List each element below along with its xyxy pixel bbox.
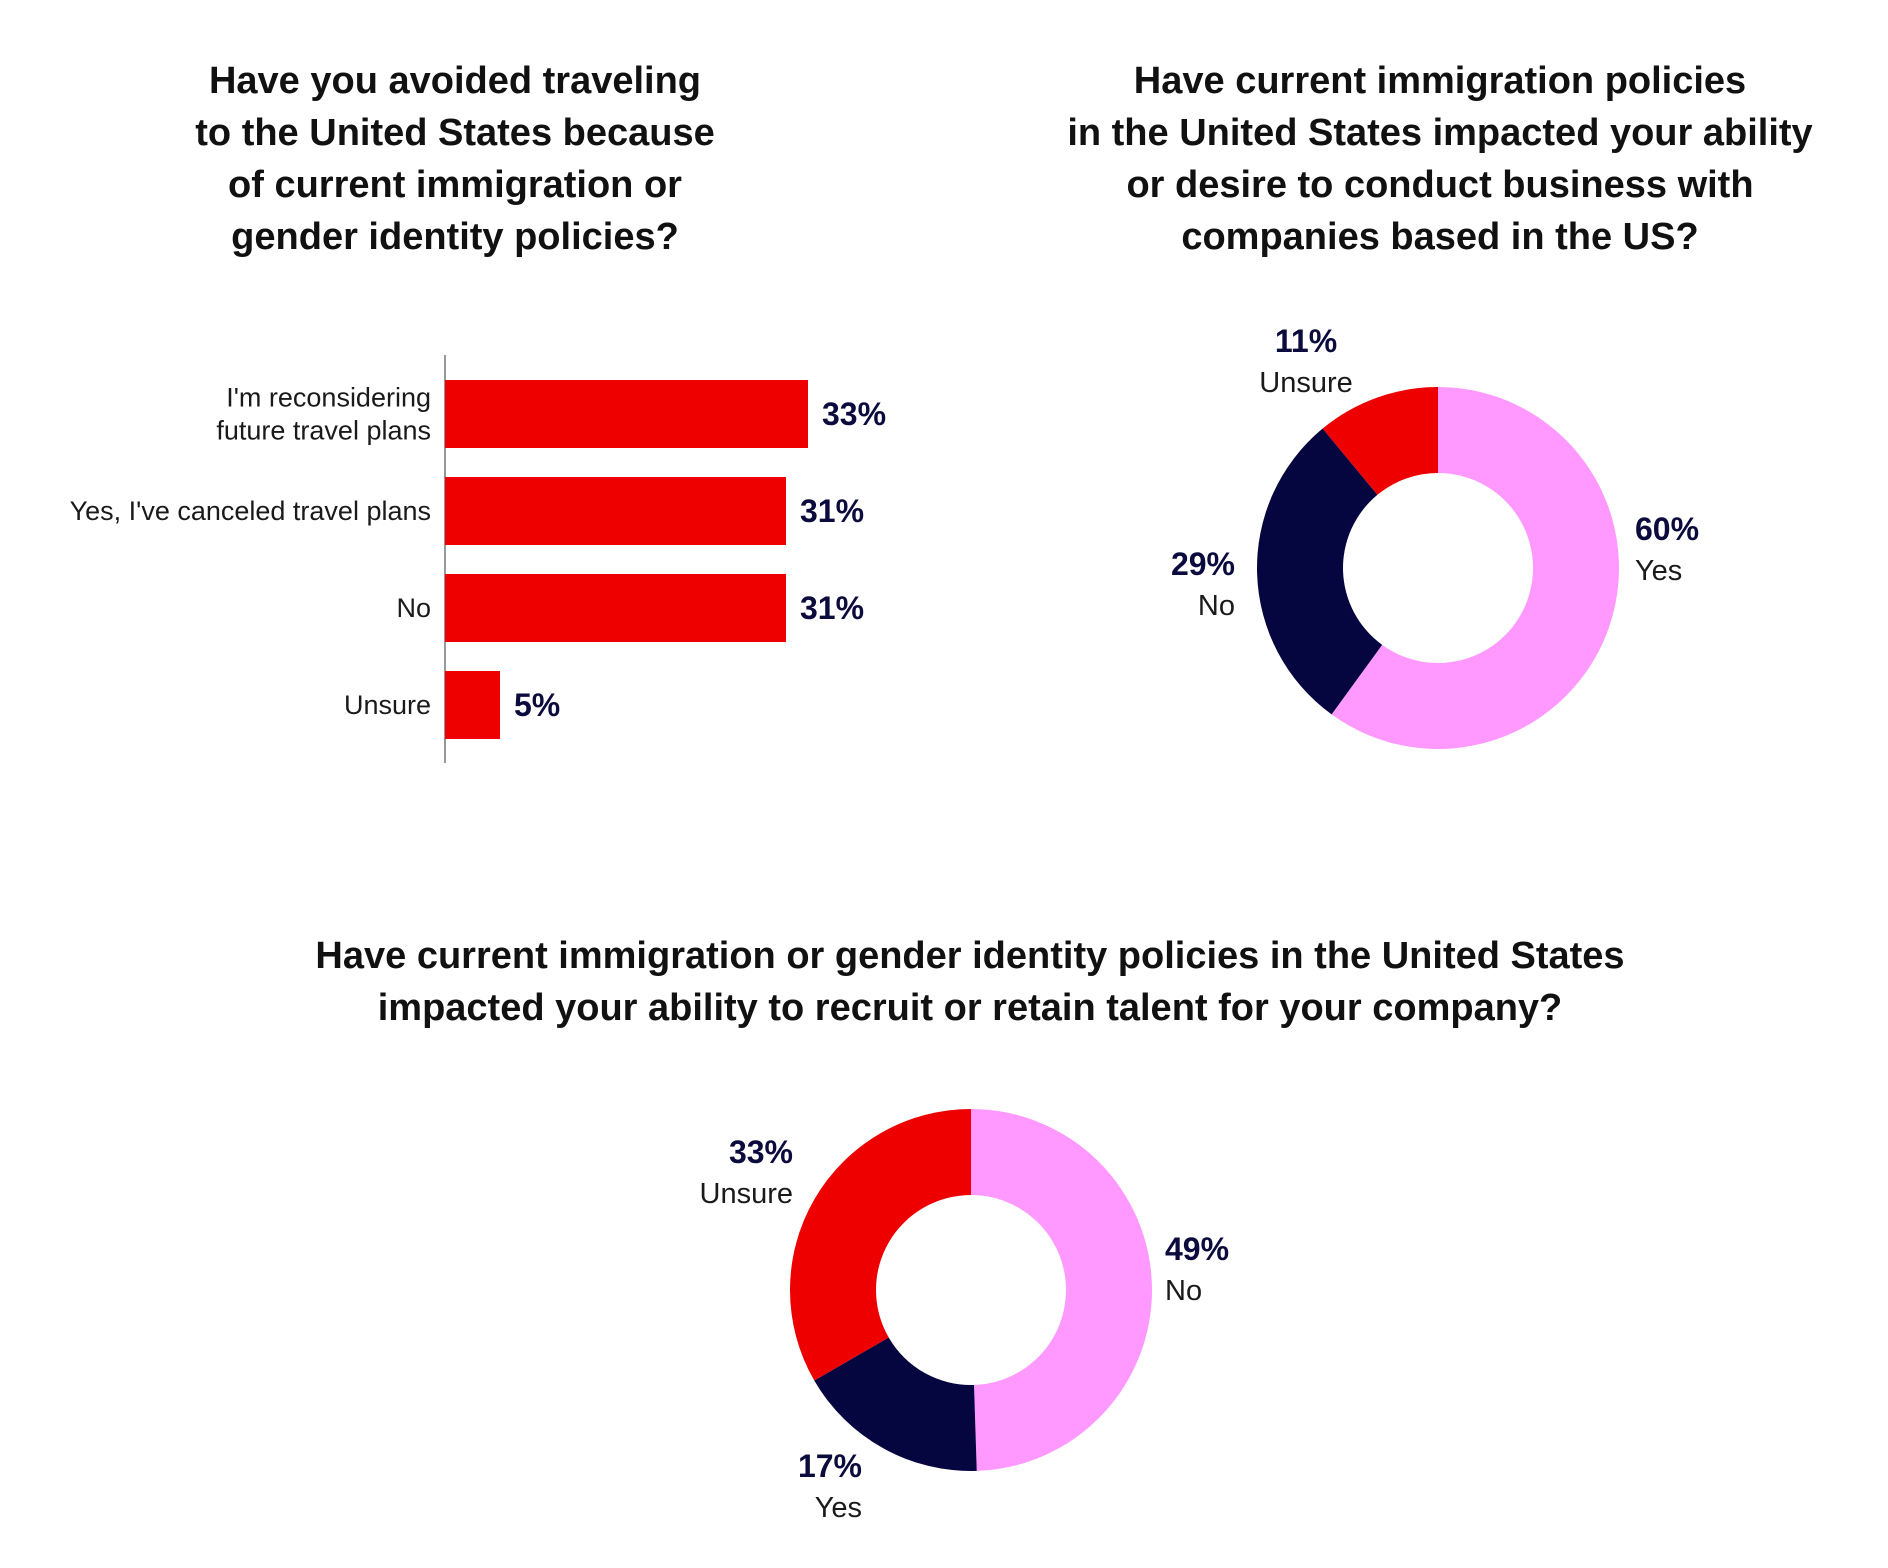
bar-category-label: I'm reconsidering bbox=[226, 383, 431, 413]
bar-category-label: Yes, I've canceled travel plans bbox=[70, 496, 431, 526]
donut-category-label: Yes bbox=[815, 1492, 862, 1524]
bar-category-label: future travel plans bbox=[216, 416, 431, 446]
donut-category-label: No bbox=[1165, 1275, 1202, 1307]
donut-slice-unsure bbox=[1322, 387, 1438, 495]
donut-chart-business: 60% Yes 29% No 11% Unsure bbox=[1171, 323, 1699, 749]
bar-value-label: 31% bbox=[800, 590, 864, 626]
bar bbox=[445, 574, 786, 642]
donut-chart-business-title: Have current immigration policies in the… bbox=[1067, 60, 1813, 258]
bar bbox=[445, 477, 786, 545]
donut-value-label: 17% bbox=[798, 1448, 862, 1484]
bar-value-label: 5% bbox=[514, 687, 560, 723]
donut-category-label: Unsure bbox=[1259, 367, 1353, 399]
donut-slice-unsure bbox=[790, 1109, 971, 1381]
donut-category-label: Unsure bbox=[700, 1178, 794, 1210]
donut-chart-talent-title: Have current immigration or gender ident… bbox=[315, 935, 1625, 1029]
bar bbox=[445, 380, 808, 448]
bar-value-label: 31% bbox=[800, 493, 864, 529]
bar-chart-title: Have you avoided traveling to the United… bbox=[195, 60, 715, 258]
bar bbox=[445, 671, 500, 739]
donut-value-label: 49% bbox=[1165, 1231, 1229, 1267]
donut-value-label: 60% bbox=[1635, 511, 1699, 547]
donut-slice-no bbox=[1257, 428, 1383, 715]
donut-slice-yes bbox=[814, 1337, 977, 1471]
donut-slice-no bbox=[971, 1109, 1153, 1471]
donut-slice-yes bbox=[1331, 387, 1619, 749]
donut-category-label: Yes bbox=[1635, 555, 1682, 587]
donut-category-label: No bbox=[1198, 590, 1235, 622]
donut-value-label: 29% bbox=[1171, 546, 1235, 582]
bar-category-label: Unsure bbox=[344, 690, 431, 720]
bar-category-label: No bbox=[396, 593, 431, 623]
donut-value-label: 11% bbox=[1275, 323, 1337, 359]
donut-value-label: 33% bbox=[729, 1134, 793, 1170]
bar-value-label: 33% bbox=[822, 396, 886, 432]
